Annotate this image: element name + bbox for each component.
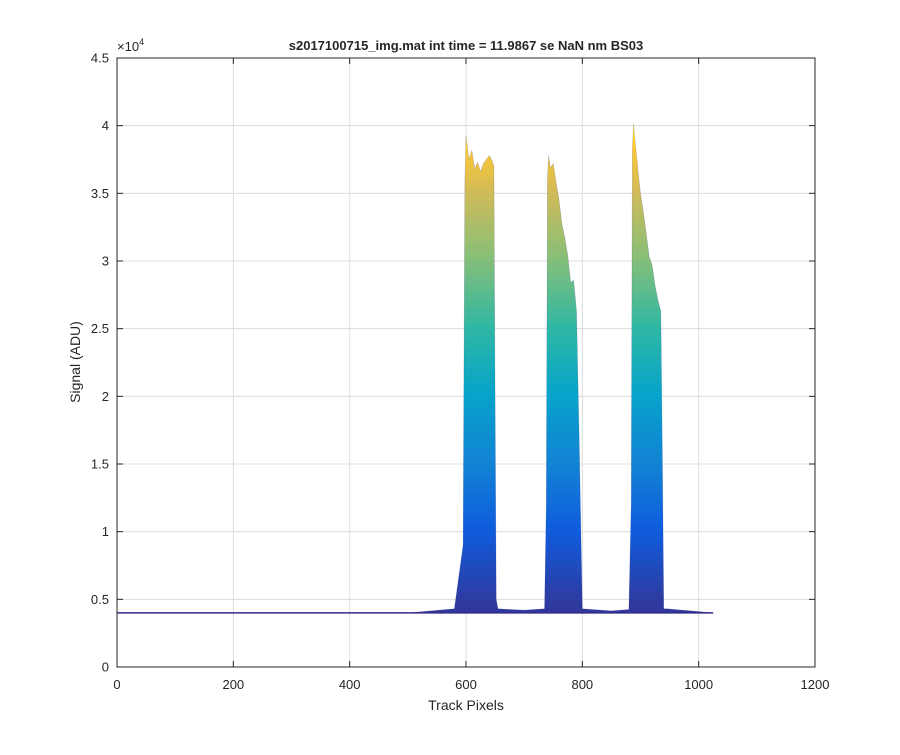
signal-envelope-line xyxy=(117,122,714,614)
x-tick-label: 1200 xyxy=(801,677,830,692)
y-tick-label: 2 xyxy=(102,389,109,404)
y-tick-label: 0 xyxy=(102,660,109,675)
x-tick-label: 1000 xyxy=(684,677,713,692)
x-tick-label: 0 xyxy=(113,677,120,692)
chart-title: s2017100715_img.mat int time = 11.9867 s… xyxy=(289,38,643,53)
y-exponent-label: ×104 xyxy=(117,37,144,54)
y-tick-label: 1.5 xyxy=(91,457,109,472)
y-tick-label: 0.5 xyxy=(91,592,109,607)
ticks xyxy=(116,57,816,668)
y-tick-label: 2.5 xyxy=(91,321,109,336)
y-tick-label: 1 xyxy=(102,524,109,539)
x-tick-label: 800 xyxy=(571,677,593,692)
y-axis-label: Signal (ADU) xyxy=(67,321,83,403)
x-tick-label: 600 xyxy=(455,677,477,692)
tick-labels: 0 200 400 600 800 1000 1200 0 0.5 1 1.5 2 2.5 3 3.5 4 4.… xyxy=(91,51,830,693)
x-axis-label: Track Pixels xyxy=(428,697,504,713)
y-tick-label: 4.5 xyxy=(91,51,109,66)
y-tick-label: 4 xyxy=(102,118,109,133)
data-marks xyxy=(117,122,714,614)
x-tick-label: 400 xyxy=(339,677,361,692)
x-tick-label: 200 xyxy=(222,677,244,692)
signal-area xyxy=(117,122,714,613)
y-tick-label: 3.5 xyxy=(91,186,109,201)
y-tick-label: 3 xyxy=(102,254,109,269)
